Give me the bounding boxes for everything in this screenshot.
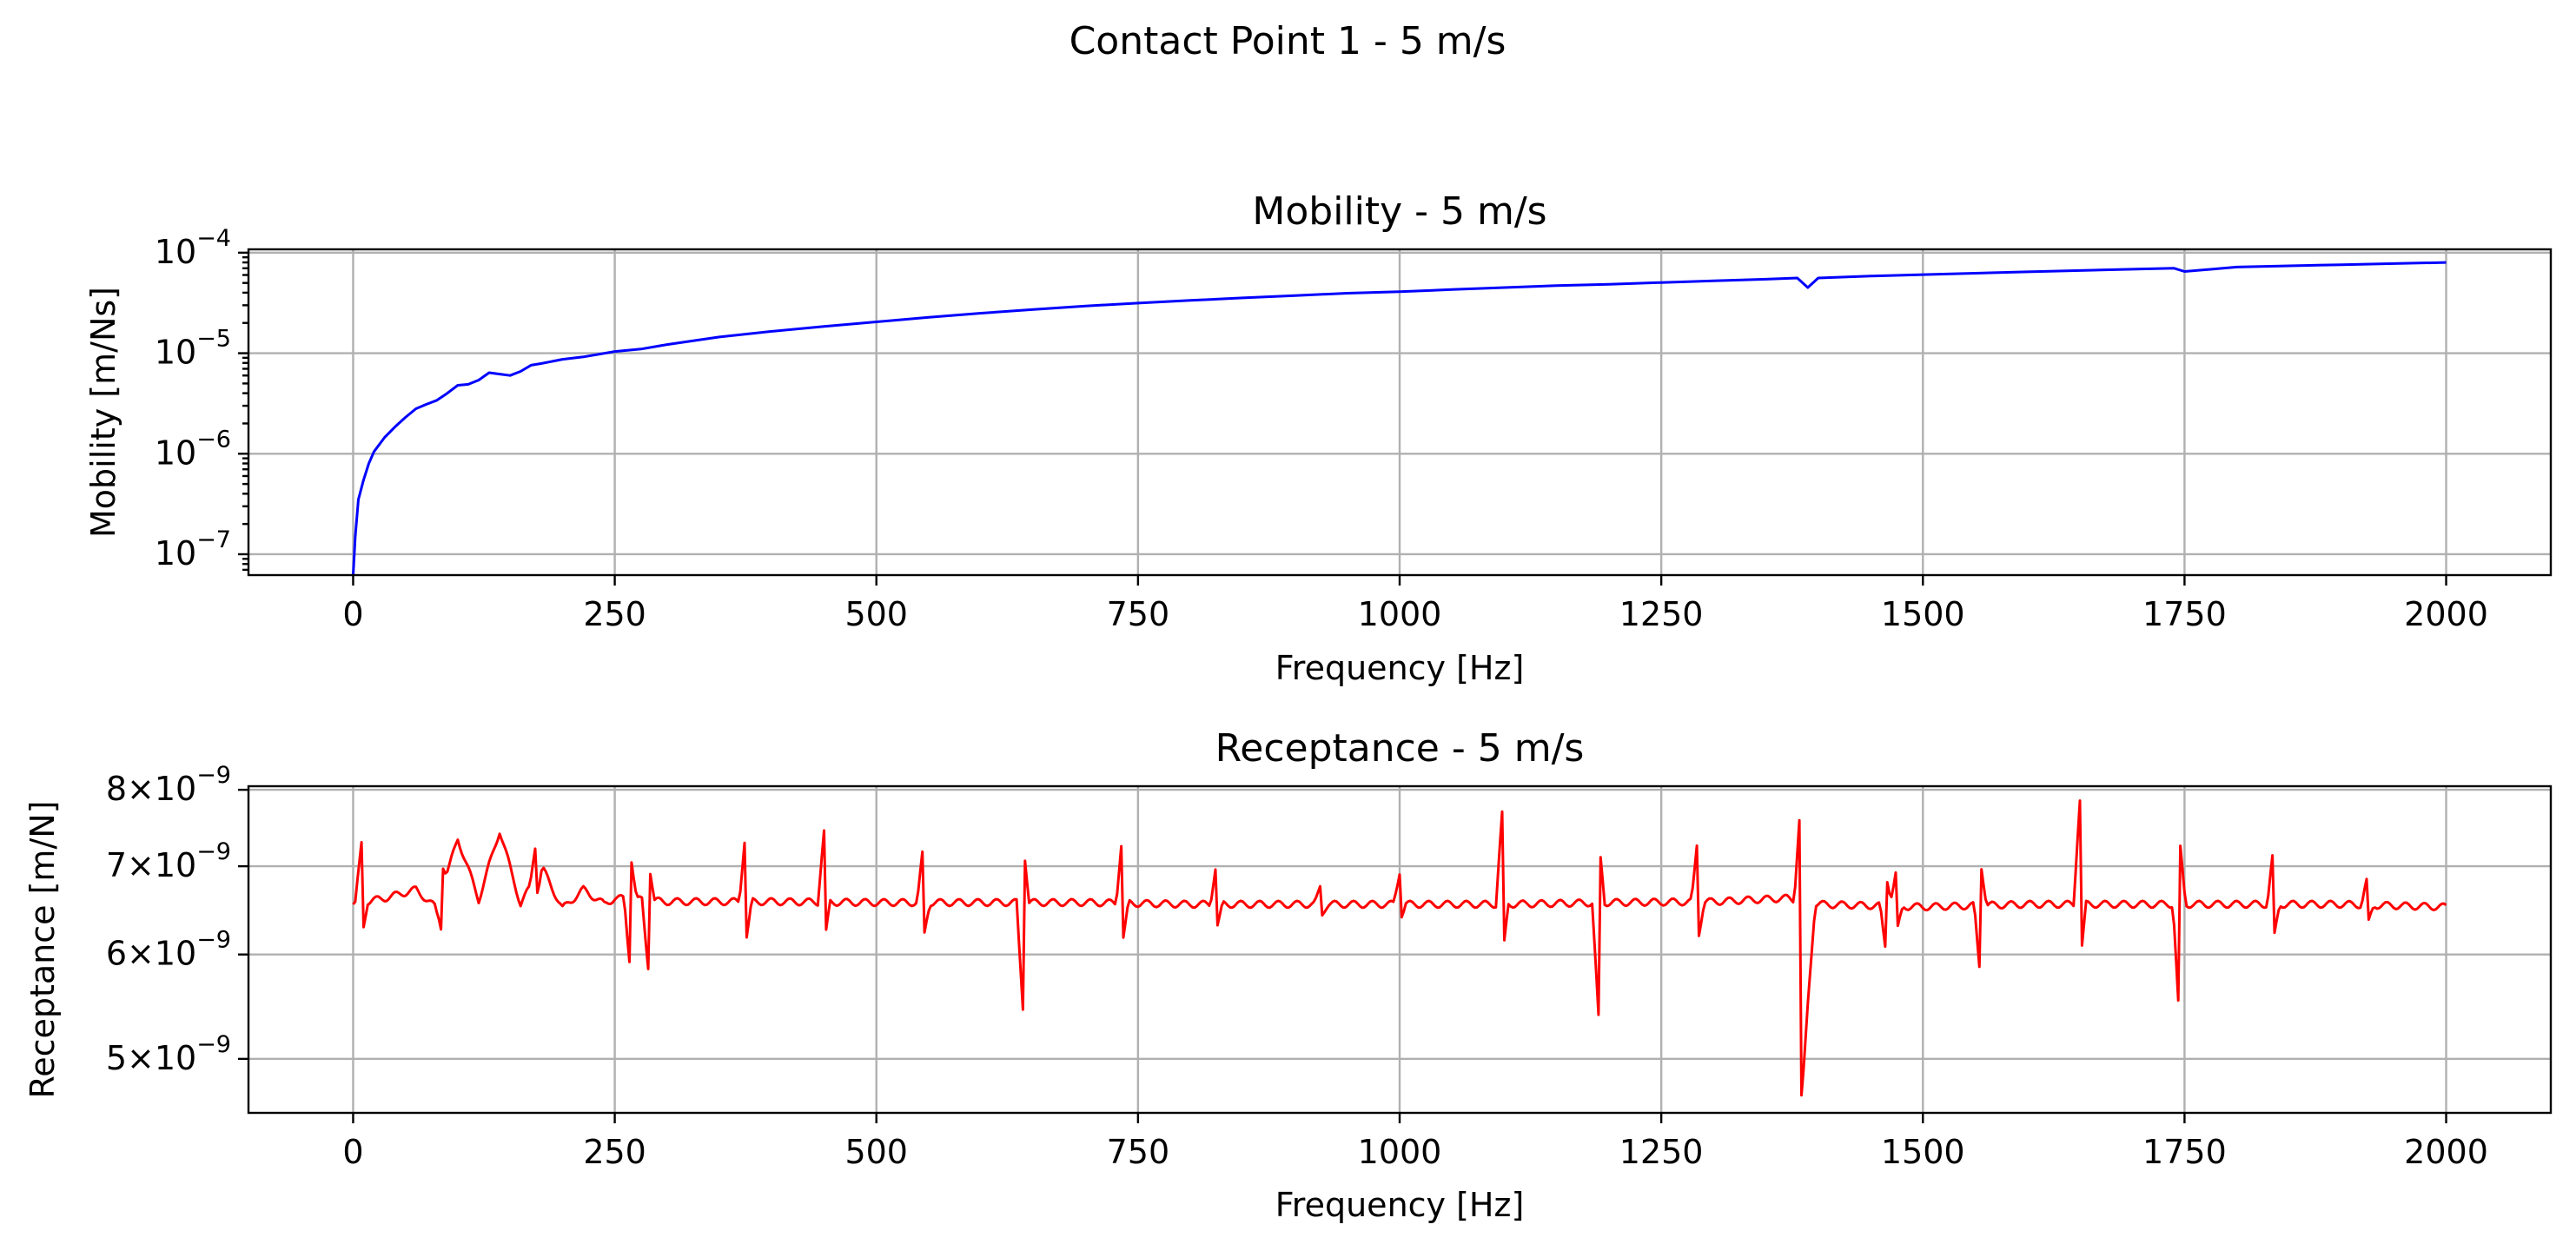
mobility-x-tick-label: 0	[342, 595, 363, 633]
mobility-x-tick-label: 1750	[2142, 595, 2227, 633]
mobility-x-ticks: 0 250 500 750 1000 1250 1500 1750 2000	[342, 575, 2488, 633]
receptance-x-tick-label: 0	[342, 1133, 363, 1171]
mobility-y-ticks: 10−7 10−6 10−5 10−4	[155, 225, 248, 573]
receptance-x-tick-label: 250	[583, 1133, 646, 1171]
receptance-x-tick-label: 1750	[2142, 1133, 2227, 1171]
receptance-y-ticks: 5×10−9 6×10−9 7×10−9 8×10−9	[106, 762, 248, 1077]
mobility-y-axis-label: Mobility [m/Ns]	[84, 287, 123, 538]
receptance-x-ticks: 0 250 500 750 1000 1250 1500 1750 2000	[342, 1113, 2488, 1171]
receptance-x-tick-label: 750	[1107, 1133, 1170, 1171]
receptance-y-tick-label: 5×10−9	[106, 1031, 231, 1077]
mobility-x-tick-label: 250	[583, 595, 646, 633]
mobility-x-tick-label: 750	[1107, 595, 1170, 633]
mobility-series	[352, 261, 2447, 576]
receptance-line	[352, 799, 2447, 1097]
mobility-grid	[248, 249, 2551, 575]
receptance-x-tick-label: 2000	[2404, 1133, 2488, 1171]
receptance-panel: Receptance - 5 m/s 0 250 500 750 1000 1250 150…	[23, 726, 2553, 1224]
mobility-x-tick-label: 1250	[1619, 595, 1704, 633]
mobility-y-tick-label: 10−5	[155, 326, 231, 372]
mobility-y-tick-label: 10−7	[155, 526, 231, 573]
mobility-y-tick-label: 10−6	[155, 426, 231, 472]
mobility-x-tick-label: 1000	[1358, 595, 1442, 633]
mobility-panel: Mobility - 5 m/s 0 250 500 750 1000 1250 1500 1…	[84, 189, 2553, 687]
figure-suptitle: Contact Point 1 - 5 m/s	[1069, 19, 1507, 63]
receptance-y-axis-label: Receptance [m/N]	[23, 801, 62, 1099]
receptance-title: Receptance - 5 m/s	[1215, 726, 1585, 771]
mobility-y-tick-label: 10−4	[155, 225, 231, 271]
receptance-y-tick-label: 8×10−9	[106, 762, 231, 808]
receptance-y-tick-label: 6×10−9	[106, 927, 231, 973]
mobility-title: Mobility - 5 m/s	[1252, 189, 1546, 234]
mobility-x-axis-label: Frequency [Hz]	[1275, 649, 1525, 687]
mobility-x-tick-label: 500	[844, 595, 908, 633]
receptance-y-tick-label: 7×10−9	[106, 838, 231, 884]
mobility-line	[352, 261, 2447, 576]
mobility-x-tick-label: 1500	[1881, 595, 1965, 633]
receptance-series	[352, 799, 2447, 1097]
receptance-x-axis-label: Frequency [Hz]	[1275, 1186, 1525, 1224]
receptance-x-tick-label: 1500	[1881, 1133, 1965, 1171]
receptance-x-tick-label: 500	[844, 1133, 908, 1171]
receptance-x-tick-label: 1250	[1619, 1133, 1704, 1171]
receptance-x-tick-label: 1000	[1358, 1133, 1442, 1171]
mobility-x-tick-label: 2000	[2404, 595, 2488, 633]
